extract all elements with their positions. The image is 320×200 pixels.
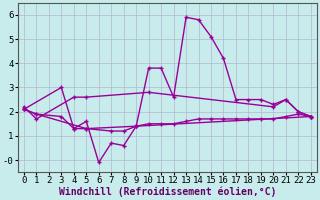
X-axis label: Windchill (Refroidissement éolien,°C): Windchill (Refroidissement éolien,°C) xyxy=(59,187,276,197)
